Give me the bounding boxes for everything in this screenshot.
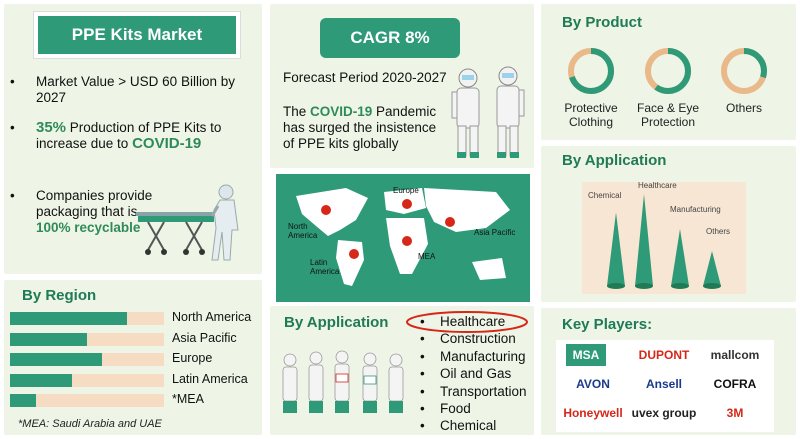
medical-staff-illustration (282, 350, 404, 413)
market-title: PPE Kits Market (38, 16, 236, 54)
player-logo: COFRA (702, 373, 768, 395)
cone-base (607, 283, 625, 289)
region-bar-fill (10, 394, 37, 407)
region-label: Asia Pacific (172, 330, 237, 345)
market-value-text: Market Value > USD 60 Billion by 2027 (36, 74, 235, 105)
covid-pre: The (283, 104, 311, 119)
product-ring-fill (568, 48, 614, 94)
application-item: Oil and Gas (440, 366, 512, 382)
cone-mark (635, 194, 653, 286)
region-bar-track (10, 394, 164, 407)
product-title: By Product (562, 14, 643, 31)
mea-footnote: *MEA: Saudi Arabia and UAE (18, 418, 162, 430)
map-label-mea: MEA (418, 252, 436, 261)
region-bar-fill (10, 312, 128, 325)
map-label-north-america: North America (288, 222, 318, 240)
region-title: By Region (22, 287, 97, 304)
product-label: Protective Clothing (564, 101, 618, 129)
player-logo: Honeywell (560, 402, 626, 424)
region-bar-fill (10, 353, 103, 366)
application-bullet: • (420, 418, 425, 434)
application-item: Healthcare (440, 314, 506, 329)
map-label-asia-pacific: Asia Pacific (474, 228, 516, 237)
cone-mark (703, 251, 721, 286)
recyclable-text: Companies provide packaging that is (36, 188, 153, 219)
production-percent: 35% (36, 119, 67, 136)
application-item: Chemical (440, 418, 497, 434)
cone-mark (671, 228, 689, 286)
product-ring-fill (721, 48, 767, 94)
cone-label: Healthcare (638, 182, 677, 190)
product-ring (568, 48, 614, 94)
region-label: *MEA (172, 392, 204, 406)
ppe-workers-illustration (451, 66, 525, 158)
region-bar-track (10, 353, 164, 366)
region-bar-track (10, 312, 164, 325)
cone-base (671, 283, 689, 289)
cone-chart: Chemical Healthcare Manufacturing Others (588, 182, 730, 289)
product-label: Others (725, 101, 762, 115)
right-product-panel (541, 4, 796, 140)
cagr-box (320, 18, 460, 58)
region-bar-track (10, 332, 164, 346)
region-bar-track (10, 373, 164, 387)
bullet-dot: • (10, 188, 15, 203)
bullet-dot: • (10, 120, 15, 135)
map-label-europe: Europe (393, 186, 419, 195)
bullet-recyclable: • Companies provide packaging that is 10… (10, 188, 160, 236)
cone-mark (607, 212, 625, 286)
production-covid: COVID-19 (132, 135, 202, 152)
forecast-text: Forecast Period 2020-2027 (283, 70, 447, 85)
cone-label: Chemical (588, 191, 622, 200)
bullet-market-value: • Market Value > USD 60 Billion by 2027 (10, 74, 260, 106)
region-bar-fill (10, 332, 87, 346)
right-app-title: By Application (562, 152, 667, 169)
map-label-latin-america: Latin America (310, 258, 340, 276)
product-ring-fill (645, 48, 691, 94)
player-logo: AVON (560, 373, 626, 395)
application-bullet: • (420, 331, 425, 347)
cone-label: Others (706, 227, 730, 236)
application-bullet: • (420, 401, 425, 416)
players-title: Key Players: (562, 316, 653, 333)
region-label: Latin America (172, 371, 248, 386)
product-label: Face & Eye Protection (636, 101, 700, 129)
player-logo: Ansell (631, 373, 697, 395)
application-bullet: • (420, 383, 425, 399)
application-item: Transportation (440, 383, 527, 399)
application-item: Food (440, 401, 471, 416)
region-label: North America (172, 310, 252, 324)
covid-text: The COVID-19 Pandemic has surged the ins… (283, 104, 443, 152)
cagr-text: CAGR 8% (350, 28, 430, 47)
player-logo: mallcom (702, 344, 768, 366)
player-logo: 3M (702, 402, 768, 424)
recyclable-highlight: 100% recyclable (36, 220, 141, 235)
player-logo: DUPONT (631, 344, 697, 366)
region-bar-fill (10, 373, 72, 387)
application-bullet: • (420, 314, 425, 329)
product-ring (645, 48, 691, 94)
healthcare-highlight-ellipse (406, 311, 528, 333)
application-bullet: • (420, 348, 425, 364)
player-logo: uvex group (631, 402, 697, 424)
application-item: Construction (440, 331, 516, 347)
cone-label: Manufacturing (670, 205, 721, 214)
covid-post: Pandemic has surged the insistence of PP… (283, 104, 437, 151)
application-item: Manufacturing (440, 348, 526, 364)
middle-app-title: By Application (284, 314, 389, 331)
world-map (296, 188, 510, 286)
covid-word: COVID-19 (310, 104, 373, 119)
bullet-production: • 35% Production of PPE Kits to increase… (10, 120, 260, 152)
production-text: Production of PPE Kits to increase due t… (36, 120, 222, 151)
cone-base (703, 283, 721, 289)
stretcher-illustration (136, 184, 239, 261)
bullet-dot: • (10, 74, 15, 89)
player-logo: MSA (566, 344, 606, 366)
product-ring (721, 48, 767, 94)
region-label: Europe (172, 351, 213, 365)
cone-base (635, 283, 653, 289)
application-bullet: • (420, 366, 425, 382)
